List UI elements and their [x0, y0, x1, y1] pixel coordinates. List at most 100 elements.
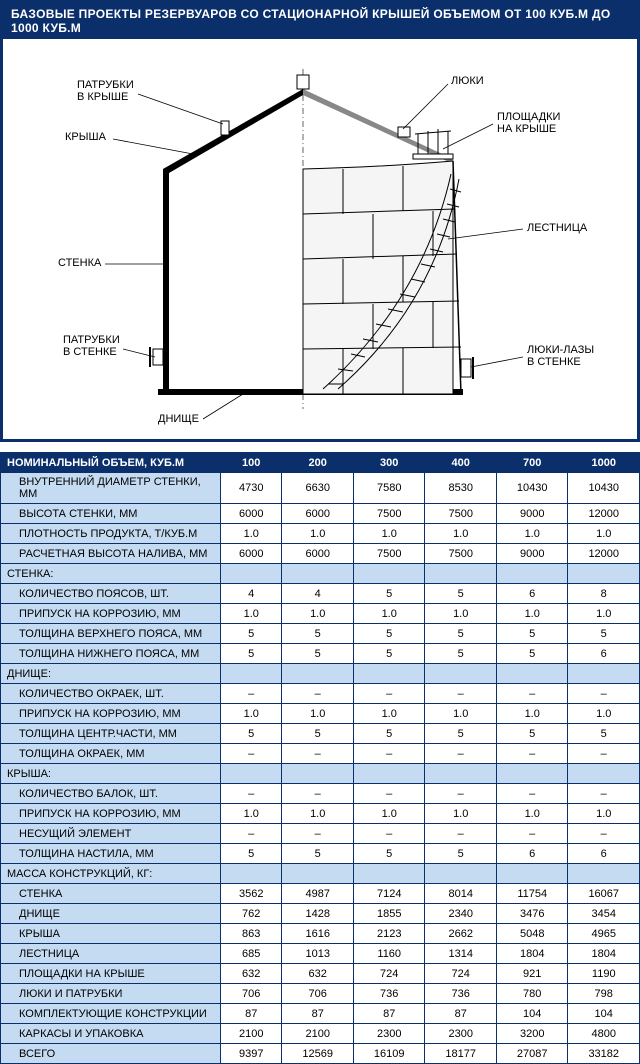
cell: 5 — [496, 724, 568, 744]
section-blank — [221, 864, 282, 884]
table-row: ДНИЩЕ: — [1, 664, 640, 684]
cell: 87 — [425, 1004, 497, 1024]
table-row: РАСЧЕТНАЯ ВЫСОТА НАЛИВА, ММ6000600075007… — [1, 544, 640, 564]
row-label: НЕСУЩИЙ ЭЛЕМЕНТ — [1, 824, 221, 844]
cell: 7500 — [425, 544, 497, 564]
cell: 863 — [221, 924, 282, 944]
cell: 5 — [221, 724, 282, 744]
cell: 3562 — [221, 884, 282, 904]
section-blank — [282, 864, 354, 884]
cell: 5 — [568, 724, 640, 744]
cell: 1.0 — [425, 804, 497, 824]
cell: 1.0 — [221, 804, 282, 824]
cell: 1.0 — [568, 604, 640, 624]
cell: 1855 — [353, 904, 425, 924]
cell: 16067 — [568, 884, 640, 904]
section-blank — [568, 864, 640, 884]
cell: – — [496, 744, 568, 764]
cell: 5 — [425, 624, 497, 644]
row-label: РАСЧЕТНАЯ ВЫСОТА НАЛИВА, ММ — [1, 544, 221, 564]
cell: 780 — [496, 984, 568, 1004]
table-row: МАССА КОНСТРУКЦИЙ, КГ: — [1, 864, 640, 884]
table-row: НЕСУЩИЙ ЭЛЕМЕНТ–––––– — [1, 824, 640, 844]
title-bar: БАЗОВЫЕ ПРОЕКТЫ РЕЗЕРВУАРОВ СО СТАЦИОНАР… — [3, 3, 637, 39]
cell: 1616 — [282, 924, 354, 944]
cell: 104 — [496, 1004, 568, 1024]
cell: 1.0 — [425, 604, 497, 624]
cell: 1.0 — [353, 604, 425, 624]
cell: 1428 — [282, 904, 354, 924]
cell: 4800 — [568, 1024, 640, 1044]
cell: 5048 — [496, 924, 568, 944]
cell: 4 — [221, 584, 282, 604]
cell: 12569 — [282, 1044, 354, 1064]
table-row: КРЫША86316162123266250484965 — [1, 924, 640, 944]
table-row: ПРИПУСК НА КОРРОЗИЮ, ММ1.01.01.01.01.01.… — [1, 704, 640, 724]
table-row: ТОЛЩИНА НИЖНЕГО ПОЯСА, ММ555556 — [1, 644, 640, 664]
cell: 6 — [496, 844, 568, 864]
cell: 6000 — [282, 544, 354, 564]
label-wall: СТЕНКА — [58, 257, 101, 269]
cell: 1.0 — [425, 524, 497, 544]
cell: 87 — [282, 1004, 354, 1024]
cell: 2662 — [425, 924, 497, 944]
cell: 1.0 — [425, 704, 497, 724]
cell: 2100 — [221, 1024, 282, 1044]
row-label: ПЛОТНОСТЬ ПРОДУКТА, Т/КУБ.М — [1, 524, 221, 544]
section-blank — [496, 764, 568, 784]
cell: 9000 — [496, 544, 568, 564]
cell: 7124 — [353, 884, 425, 904]
cell: – — [282, 744, 354, 764]
table-row: ПРИПУСК НА КОРРОЗИЮ, ММ1.01.01.01.01.01.… — [1, 604, 640, 624]
cell: – — [221, 784, 282, 804]
cell: 104 — [568, 1004, 640, 1024]
row-label: КОЛИЧЕСТВО ОКРАЕК, ШТ. — [1, 684, 221, 704]
cell: 7580 — [353, 473, 425, 504]
cell: 5 — [282, 844, 354, 864]
cell: 1.0 — [282, 704, 354, 724]
cell: 5 — [282, 724, 354, 744]
row-label: ЛЮКИ И ПАТРУБКИ — [1, 984, 221, 1004]
table-row: КОЛИЧЕСТВО ОКРАЕК, ШТ.–––––– — [1, 684, 640, 704]
cell: – — [425, 684, 497, 704]
row-label: ВСЕГО — [1, 1044, 221, 1064]
row-label: ПРИПУСК НА КОРРОЗИЮ, ММ — [1, 604, 221, 624]
cell: 1.0 — [568, 524, 640, 544]
cell: 762 — [221, 904, 282, 924]
cell: 8 — [568, 584, 640, 604]
section-blank — [425, 864, 497, 884]
header-label: НОМИНАЛЬНЫЙ ОБЪЕМ, КУБ.М — [1, 453, 221, 473]
row-label: ДНИЩЕ — [1, 904, 221, 924]
cell: – — [221, 744, 282, 764]
cell: 5 — [425, 644, 497, 664]
section-blank — [425, 764, 497, 784]
cell: – — [282, 824, 354, 844]
section-blank — [353, 564, 425, 584]
cell: 33182 — [568, 1044, 640, 1064]
label-wall-nozzles: ПАТРУБКИ В СТЕНКЕ — [63, 334, 120, 358]
row-label: КРЫША — [1, 924, 221, 944]
cell: 1.0 — [282, 604, 354, 624]
row-label: ПЛОЩАДКИ НА КРЫШЕ — [1, 964, 221, 984]
cell: 2340 — [425, 904, 497, 924]
cell: 5 — [353, 844, 425, 864]
cell: – — [425, 824, 497, 844]
row-label: ДНИЩЕ: — [1, 664, 221, 684]
table-row: ВНУТРЕННИЙ ДИАМЕТР СТЕНКИ, ММ47306630758… — [1, 473, 640, 504]
table-header-row: НОМИНАЛЬНЫЙ ОБЪЕМ, КУБ.М 100200300400700… — [1, 453, 640, 473]
cell: 2100 — [282, 1024, 354, 1044]
label-bottom: ДНИЩЕ — [158, 413, 199, 425]
cell: – — [353, 784, 425, 804]
row-label: КОМПЛЕКТУЮЩИЕ КОНСТРУКЦИИ — [1, 1004, 221, 1024]
table-row: СТЕНКА35624987712480141175416067 — [1, 884, 640, 904]
cell: 5 — [221, 644, 282, 664]
cell: – — [496, 824, 568, 844]
cell: 7500 — [353, 544, 425, 564]
section-blank — [425, 564, 497, 584]
cell: 5 — [282, 624, 354, 644]
cell: 632 — [282, 964, 354, 984]
cell: 4730 — [221, 473, 282, 504]
cell: 736 — [425, 984, 497, 1004]
cell: 2300 — [425, 1024, 497, 1044]
cell: 5 — [353, 624, 425, 644]
